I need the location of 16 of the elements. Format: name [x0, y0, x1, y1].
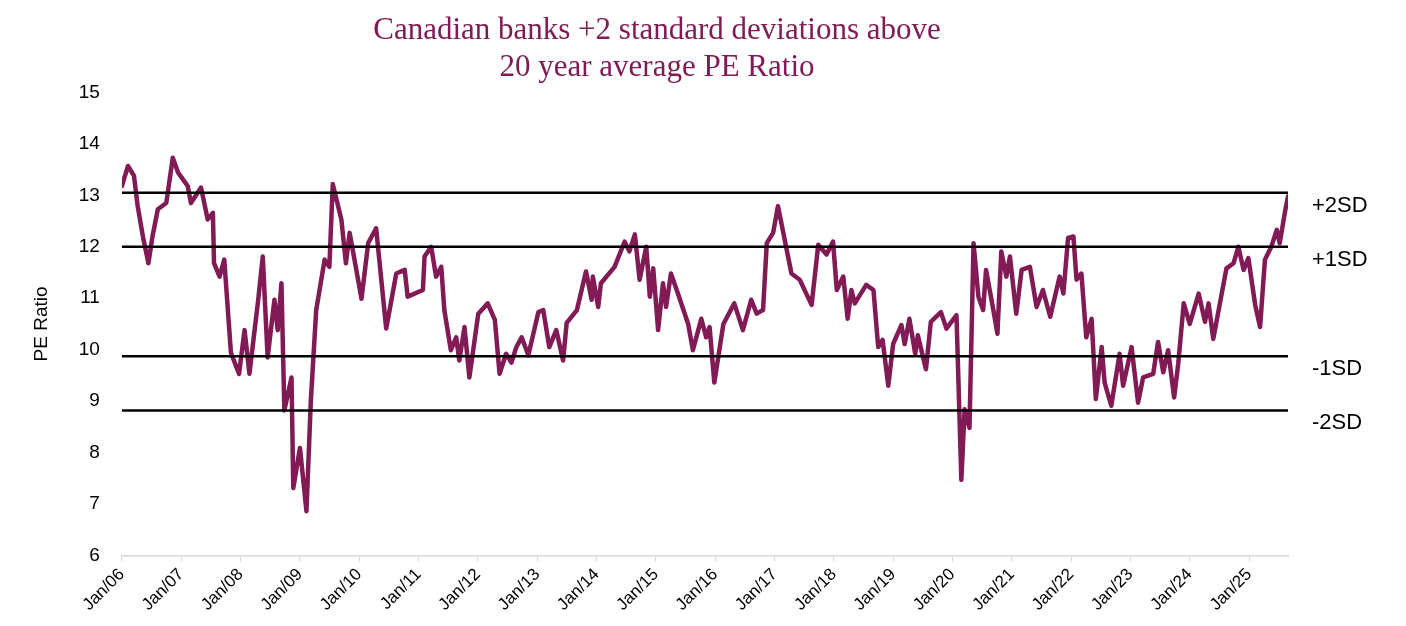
- y-tick-label: 9: [89, 389, 100, 411]
- ref-line-label: -2SD: [1312, 409, 1363, 435]
- y-tick-label: 10: [78, 337, 100, 359]
- ref-line-label: +1SD: [1312, 245, 1368, 271]
- ref-line-label: -1SD: [1312, 355, 1363, 381]
- y-tick-label: 13: [78, 183, 100, 205]
- chart-title: Canadian banks +2 standard deviations above 20 year average PE Ratio: [373, 10, 941, 83]
- y-tick-label: 12: [78, 235, 100, 256]
- y-tick-label: 8: [89, 440, 100, 462]
- y-tick-label: 6: [89, 543, 100, 565]
- y-tick-label: 7: [89, 492, 100, 514]
- y-tick-label: 15: [78, 80, 100, 102]
- y-tick-label: 11: [80, 286, 100, 308]
- y-axis-title: PE Ratio: [29, 286, 51, 362]
- ref-line-label: +2SD: [1312, 191, 1368, 217]
- y-tick-label: 14: [78, 132, 101, 154]
